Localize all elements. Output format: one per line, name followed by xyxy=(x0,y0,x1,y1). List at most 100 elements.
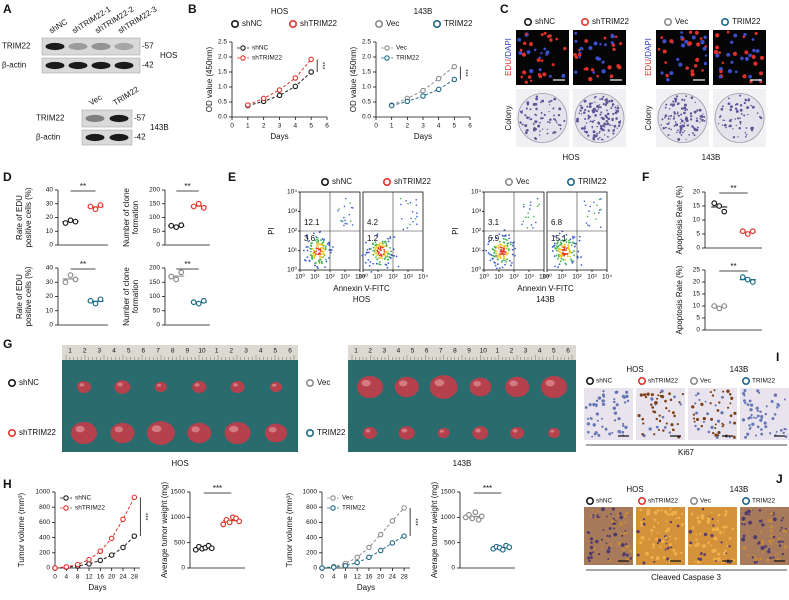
event-dot xyxy=(499,254,501,257)
colony-dot xyxy=(592,107,596,111)
event-dot xyxy=(491,237,494,239)
event-dot xyxy=(489,253,491,256)
cell-dot xyxy=(687,41,693,46)
ruler-number: 1 xyxy=(68,348,72,355)
event-dot xyxy=(344,219,346,222)
colony-dot xyxy=(703,120,706,122)
y-tick-label: 1.0 xyxy=(362,84,371,91)
event-dot xyxy=(393,236,396,238)
colony-dot xyxy=(596,134,598,136)
tumor-highlight xyxy=(550,429,555,433)
nucleus xyxy=(614,390,618,394)
stain-dot xyxy=(613,532,618,537)
legend-label: Vec xyxy=(386,19,399,28)
event-dot xyxy=(502,253,505,256)
nucleus xyxy=(651,406,655,409)
event-dot xyxy=(311,247,314,250)
nucleus xyxy=(760,432,764,436)
event-dot xyxy=(311,255,314,258)
y-tick-label: 600 xyxy=(39,519,50,526)
event-dot xyxy=(560,241,562,244)
x-tick-label: 0 xyxy=(53,574,57,581)
stain-dot xyxy=(694,560,697,563)
event-dot xyxy=(492,258,494,260)
stain-dot xyxy=(758,509,762,512)
event-dot xyxy=(344,222,347,225)
data-point xyxy=(466,511,472,518)
row-label: EDU/DAPI xyxy=(504,38,513,76)
nucleus xyxy=(776,406,779,409)
stain-dot xyxy=(758,557,762,561)
event-dot xyxy=(498,233,501,236)
cell-dot xyxy=(669,71,674,76)
event-dot xyxy=(501,234,504,237)
stain-dot xyxy=(742,534,746,538)
event-dot xyxy=(318,260,320,263)
colony-dot xyxy=(603,134,606,136)
data-point xyxy=(435,86,442,93)
event-dot xyxy=(571,251,573,254)
nucleus xyxy=(668,410,671,412)
stain-dot xyxy=(656,509,660,512)
event-dot xyxy=(572,237,574,240)
colony-dot xyxy=(732,128,734,130)
event-dot xyxy=(588,210,590,212)
tumor xyxy=(398,426,415,440)
data-point xyxy=(749,228,756,235)
data-point xyxy=(67,217,74,224)
blot-band xyxy=(85,133,105,142)
cell-dot xyxy=(601,60,605,64)
quadrant-value: 4.2 xyxy=(367,218,379,227)
y-tick-label: 200 xyxy=(149,187,160,194)
nucleus xyxy=(769,432,772,435)
stain-dot xyxy=(722,531,725,533)
event-dot xyxy=(560,248,563,251)
data-point xyxy=(173,224,180,231)
colony-dot xyxy=(683,106,687,110)
event-dot xyxy=(383,248,386,251)
event-dot xyxy=(383,258,386,260)
y-tick-label: 1000 xyxy=(303,489,318,496)
legend-marker xyxy=(305,378,314,387)
stain-dot xyxy=(782,529,787,534)
event-dot xyxy=(506,244,509,247)
cell-dot xyxy=(688,30,693,34)
colony-dot xyxy=(690,118,693,121)
event-dot xyxy=(563,253,566,256)
stain-dot xyxy=(640,536,645,540)
cell-dot xyxy=(721,61,725,65)
nucleus xyxy=(611,431,614,434)
event-dot xyxy=(495,250,498,253)
stain-dot xyxy=(643,518,646,521)
stain-dot xyxy=(772,535,776,539)
colony-dot xyxy=(612,132,615,135)
event-dot xyxy=(563,246,566,249)
colony-dot xyxy=(680,118,682,121)
colony-dot xyxy=(591,120,594,123)
y-tick-label: 600 xyxy=(306,519,317,526)
cell-label: 143B xyxy=(536,295,555,304)
colony-dot xyxy=(696,126,699,129)
nucleus xyxy=(722,390,725,393)
colony-dot xyxy=(683,111,686,115)
ruler-number: 10 xyxy=(198,348,206,355)
stain-dot xyxy=(613,527,616,530)
colony-dot xyxy=(539,121,541,124)
event-dot xyxy=(409,202,412,204)
cell-dot xyxy=(574,31,578,35)
data-point xyxy=(401,533,407,539)
event-dot xyxy=(505,253,508,256)
colony-dot xyxy=(737,136,739,138)
colony-dot xyxy=(674,121,677,123)
event-dot xyxy=(316,265,318,268)
event-dot xyxy=(320,239,322,242)
colony-dot xyxy=(536,120,538,123)
colony-dot xyxy=(598,132,600,134)
cell-dot xyxy=(695,57,700,62)
event-dot xyxy=(379,263,382,266)
nucleus xyxy=(662,429,665,432)
legend-label: shTRIM22 xyxy=(75,505,105,512)
event-dot xyxy=(324,248,327,251)
nucleus xyxy=(728,393,732,396)
